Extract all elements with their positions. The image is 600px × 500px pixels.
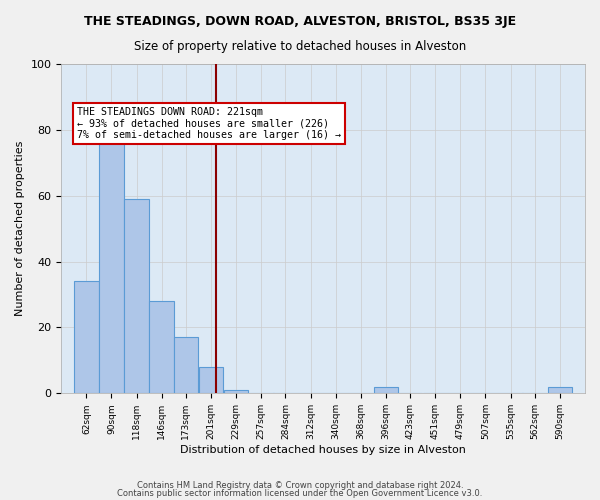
Text: Contains HM Land Registry data © Crown copyright and database right 2024.: Contains HM Land Registry data © Crown c… xyxy=(137,481,463,490)
Bar xyxy=(74,282,99,394)
Text: THE STEADINGS DOWN ROAD: 221sqm
← 93% of detached houses are smaller (226)
7% of: THE STEADINGS DOWN ROAD: 221sqm ← 93% of… xyxy=(77,107,341,140)
Bar xyxy=(199,367,223,394)
Bar xyxy=(224,390,248,394)
Text: THE STEADINGS, DOWN ROAD, ALVESTON, BRISTOL, BS35 3JE: THE STEADINGS, DOWN ROAD, ALVESTON, BRIS… xyxy=(84,15,516,28)
Text: Size of property relative to detached houses in Alveston: Size of property relative to detached ho… xyxy=(134,40,466,53)
Y-axis label: Number of detached properties: Number of detached properties xyxy=(15,141,25,316)
Bar xyxy=(124,199,149,394)
Bar xyxy=(374,387,398,394)
X-axis label: Distribution of detached houses by size in Alveston: Distribution of detached houses by size … xyxy=(180,445,466,455)
Bar xyxy=(548,387,572,394)
Bar xyxy=(99,116,124,394)
Bar xyxy=(149,301,174,394)
Text: Contains public sector information licensed under the Open Government Licence v3: Contains public sector information licen… xyxy=(118,488,482,498)
Bar xyxy=(173,338,198,394)
